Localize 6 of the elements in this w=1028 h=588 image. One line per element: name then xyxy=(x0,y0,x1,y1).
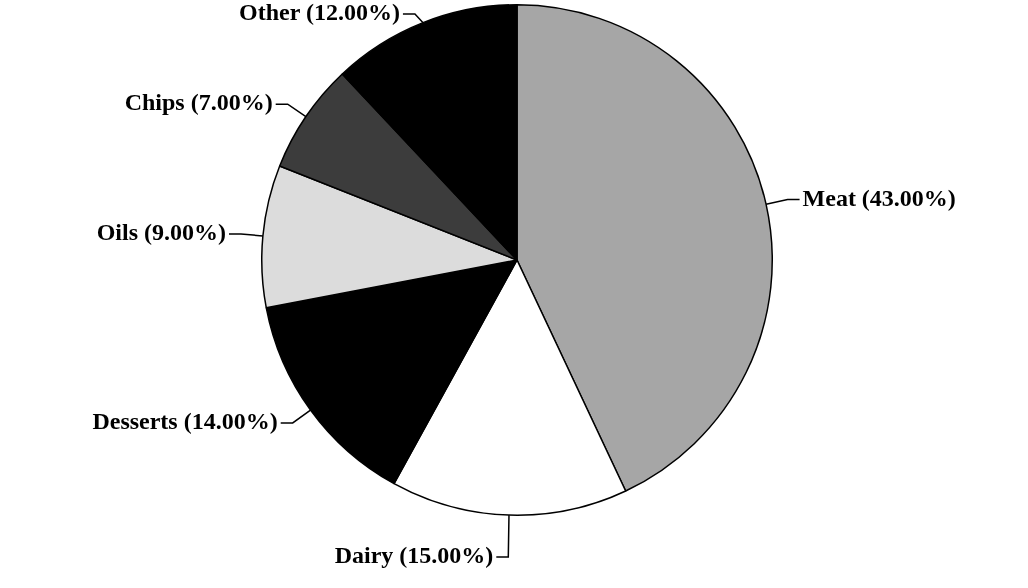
slice-label: Oils (9.00%) xyxy=(96,219,226,246)
slice-label: Chips (7.00%) xyxy=(124,89,273,116)
slice-label: Other (12.00%) xyxy=(239,0,400,26)
slice-label: Dairy (15.00%) xyxy=(334,542,494,569)
slice-label: Desserts (14.00%) xyxy=(92,408,278,435)
slice-label: Meat (43.00%) xyxy=(802,184,956,211)
